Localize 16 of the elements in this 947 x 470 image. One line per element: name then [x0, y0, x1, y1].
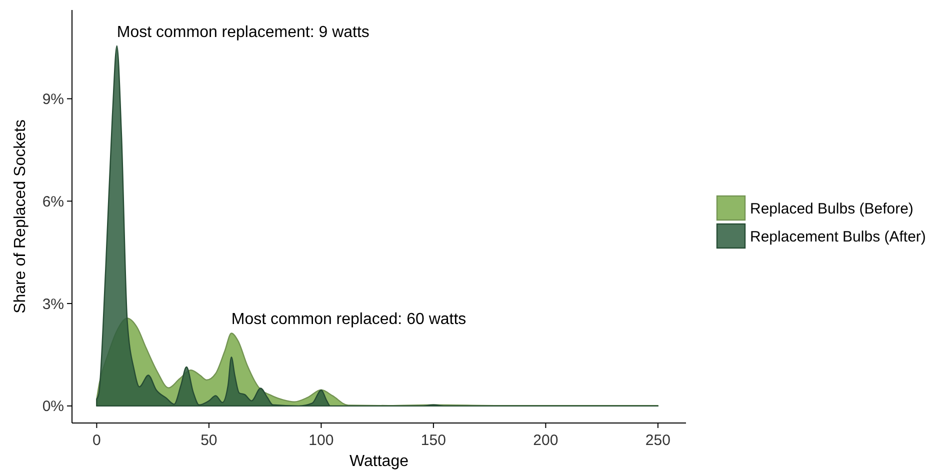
- x-tick-label: 50: [200, 432, 218, 449]
- annotation: Most common replacement: 9 watts: [116, 24, 370, 41]
- x-tick-label: 0: [92, 432, 101, 449]
- y-tick-label: 6%: [42, 193, 64, 210]
- x-axis-title: Wattage: [350, 453, 409, 470]
- annotation: Most common replaced: 60 watts: [231, 311, 466, 328]
- x-tick-label: 150: [420, 432, 446, 449]
- x-tick-label: 250: [645, 432, 670, 449]
- y-axis-title: Share of Replaced Sockets: [12, 120, 29, 314]
- x-tick-label: 100: [308, 432, 334, 449]
- legend-label: Replaced Bulbs (Before): [750, 200, 914, 218]
- y-tick-label: 0%: [42, 398, 64, 416]
- y-tick-label: 9%: [42, 90, 64, 108]
- x-tick-label: 200: [533, 432, 558, 449]
- legend-label: Replacement Bulbs (After): [750, 228, 926, 246]
- y-tick-label: 3%: [42, 296, 64, 313]
